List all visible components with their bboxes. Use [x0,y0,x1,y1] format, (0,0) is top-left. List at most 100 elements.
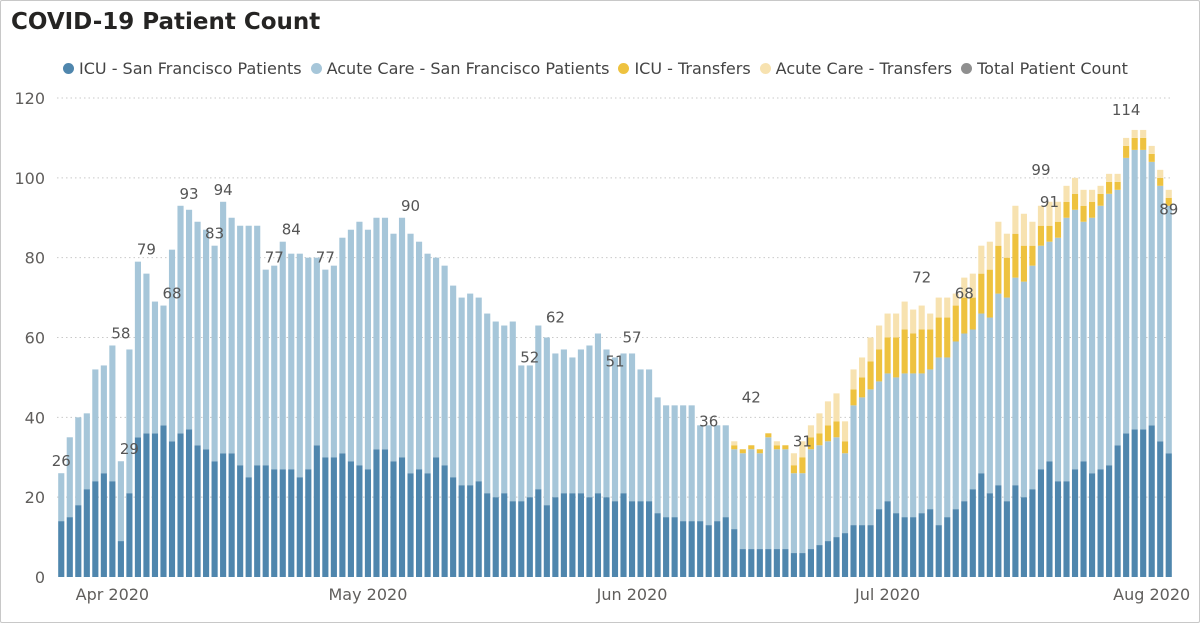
bar-segment [526,497,533,577]
bar-segment [876,325,883,350]
bar-segment [1080,461,1087,577]
bar-segment [978,273,985,314]
data-label: 51 [605,352,624,370]
bar-segment [961,277,968,298]
bar-segment [1106,465,1113,577]
legend-item[interactable]: Acute Care - Transfers [759,59,952,78]
bar-segment [799,553,806,577]
bar-segment [577,493,584,577]
bar-segment [194,445,201,577]
bar-segment [535,489,542,577]
bar-segment [526,365,533,498]
bar-segment [986,241,993,270]
bar-segment [910,373,917,518]
legend-item[interactable]: ICU - San Francisco Patients [63,59,302,78]
bar-segment [961,501,968,577]
bar-segment [1020,497,1027,577]
bar-segment [330,265,337,458]
bar-segment [833,537,840,577]
bar-segment [833,421,840,438]
bar-segment [364,469,372,577]
bar-segment [952,293,959,306]
x-tick-label: Jun 2020 [596,585,668,604]
bar-segment [398,217,406,458]
bar-segment [961,333,968,502]
bar-segment [910,309,917,334]
bar-segment [986,269,993,318]
bar-segment [833,437,840,538]
bar-segment [637,501,644,577]
bar-segment [1020,213,1027,246]
bar-segment [501,325,508,494]
bar-segment [663,517,670,577]
bar-segment [390,233,397,462]
bar-segment [961,297,968,334]
bar-segment [756,449,763,454]
bar-segment [654,513,661,577]
bar-segment [1123,137,1130,146]
bar-segment [756,549,763,577]
bar-segment [1037,225,1045,246]
bar-segment [586,345,593,498]
bar-segment [790,473,797,554]
chart-legend[interactable]: ICU - San Francisco Patients Acute Care -… [63,56,1137,80]
bar-segment [867,389,874,526]
bar-segment [552,353,559,498]
bar-segment [467,485,474,577]
bar-segment [390,461,397,577]
bar-segment [1165,453,1172,577]
bar-segment [850,369,857,390]
bar-segment [168,249,176,442]
bar-segment [126,493,133,577]
data-label: 89 [1159,201,1178,219]
bar-segment [765,437,772,550]
bar-segment [271,469,278,577]
bar-segment [373,217,380,450]
data-label: 94 [214,181,233,199]
bar-segment [518,501,525,577]
data-label: 114 [1112,101,1141,119]
bar-segment [748,549,755,577]
bar-segment [237,465,244,577]
bar-segment [475,297,482,482]
bar-segment [884,313,891,338]
bar-segment [509,501,516,577]
data-label: 99 [1031,161,1050,179]
legend-label: Total Patient Count [977,58,1128,78]
bar-segment [799,457,806,474]
bar-segment [969,329,976,490]
bar-segment [858,397,866,526]
bar-segment [58,521,65,577]
bar-segment [893,377,900,514]
legend-item[interactable]: Acute Care - San Francisco Patients [310,59,609,78]
bar-segment [1046,201,1053,226]
bar-segment [143,433,150,577]
legend-item[interactable]: Total Patient Count [961,59,1128,78]
data-label: 68 [955,285,974,303]
bar-segment [978,245,985,274]
bar-segment [1003,297,1010,502]
bar-segment [1148,161,1155,426]
x-tick-label: Jul 2020 [854,585,920,604]
data-label: 91 [1040,193,1059,211]
bar-segment [680,405,687,522]
bar-segment [220,201,227,454]
bar-segment [935,297,942,318]
bar-segment [850,405,857,526]
bar-segment [765,433,772,438]
bar-segment [83,413,90,490]
bar-segment [824,541,832,577]
bar-segment [245,225,252,478]
legend-marker [759,62,771,74]
bar-segment [279,241,286,470]
bar-segment [262,269,269,466]
bar-segment [867,525,874,577]
bar-segment [450,285,457,478]
bar-segment [151,301,159,434]
bar-segment [1012,205,1019,234]
bar-segment [1037,205,1045,226]
bar-segment [1071,177,1079,194]
bar-segment [1089,189,1096,202]
bar-segment [893,313,900,338]
legend-item[interactable]: ICU - Transfers [618,59,751,78]
